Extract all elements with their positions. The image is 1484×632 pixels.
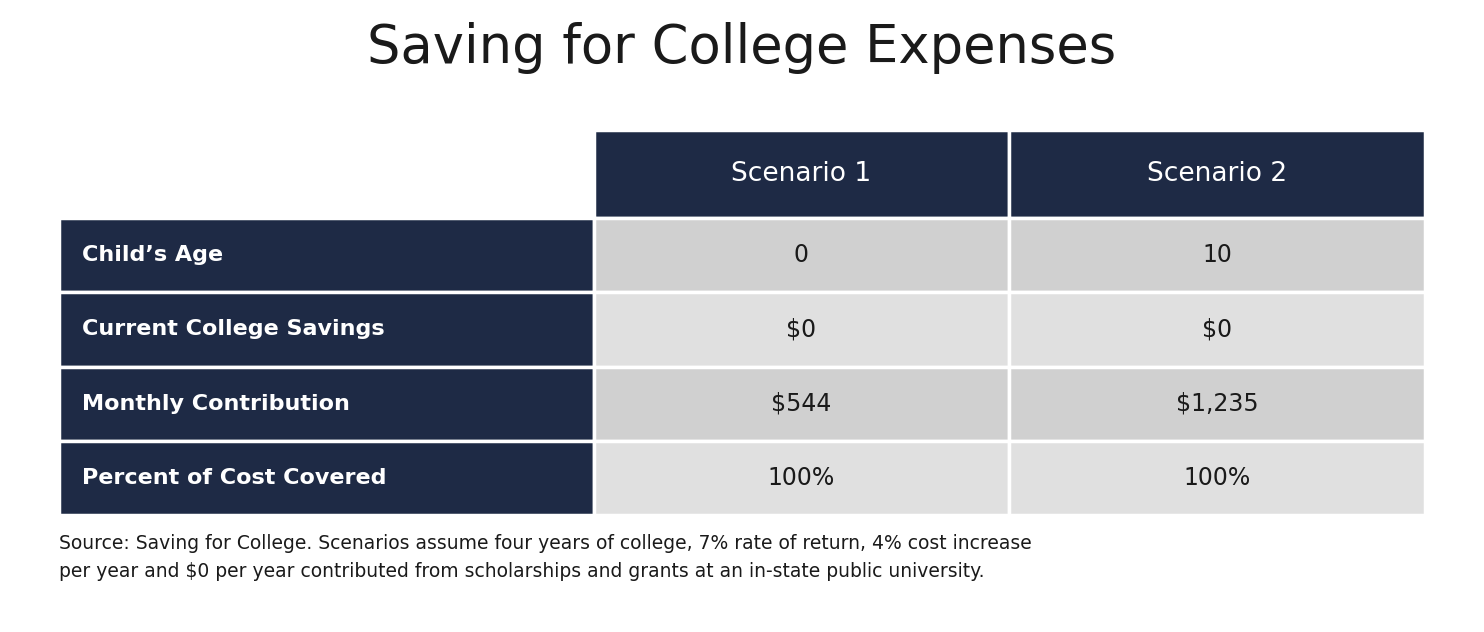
Text: $0: $0 xyxy=(1202,317,1232,341)
Text: Source: Saving for College. Scenarios assume four years of college, 7% rate of r: Source: Saving for College. Scenarios as… xyxy=(59,534,1031,581)
Text: 100%: 100% xyxy=(1183,466,1251,490)
Text: 0: 0 xyxy=(794,243,809,267)
Text: 100%: 100% xyxy=(767,466,835,490)
Text: Current College Savings: Current College Savings xyxy=(82,319,384,339)
Text: $544: $544 xyxy=(772,392,831,416)
Text: Scenario 2: Scenario 2 xyxy=(1147,161,1287,187)
Text: Scenario 1: Scenario 1 xyxy=(732,161,871,187)
Text: $0: $0 xyxy=(787,317,816,341)
Text: Saving for College Expenses: Saving for College Expenses xyxy=(368,22,1116,74)
Text: 10: 10 xyxy=(1202,243,1232,267)
Text: $1,235: $1,235 xyxy=(1175,392,1258,416)
Text: Child’s Age: Child’s Age xyxy=(82,245,223,265)
Text: Monthly Contribution: Monthly Contribution xyxy=(82,394,350,414)
Text: Percent of Cost Covered: Percent of Cost Covered xyxy=(82,468,386,488)
